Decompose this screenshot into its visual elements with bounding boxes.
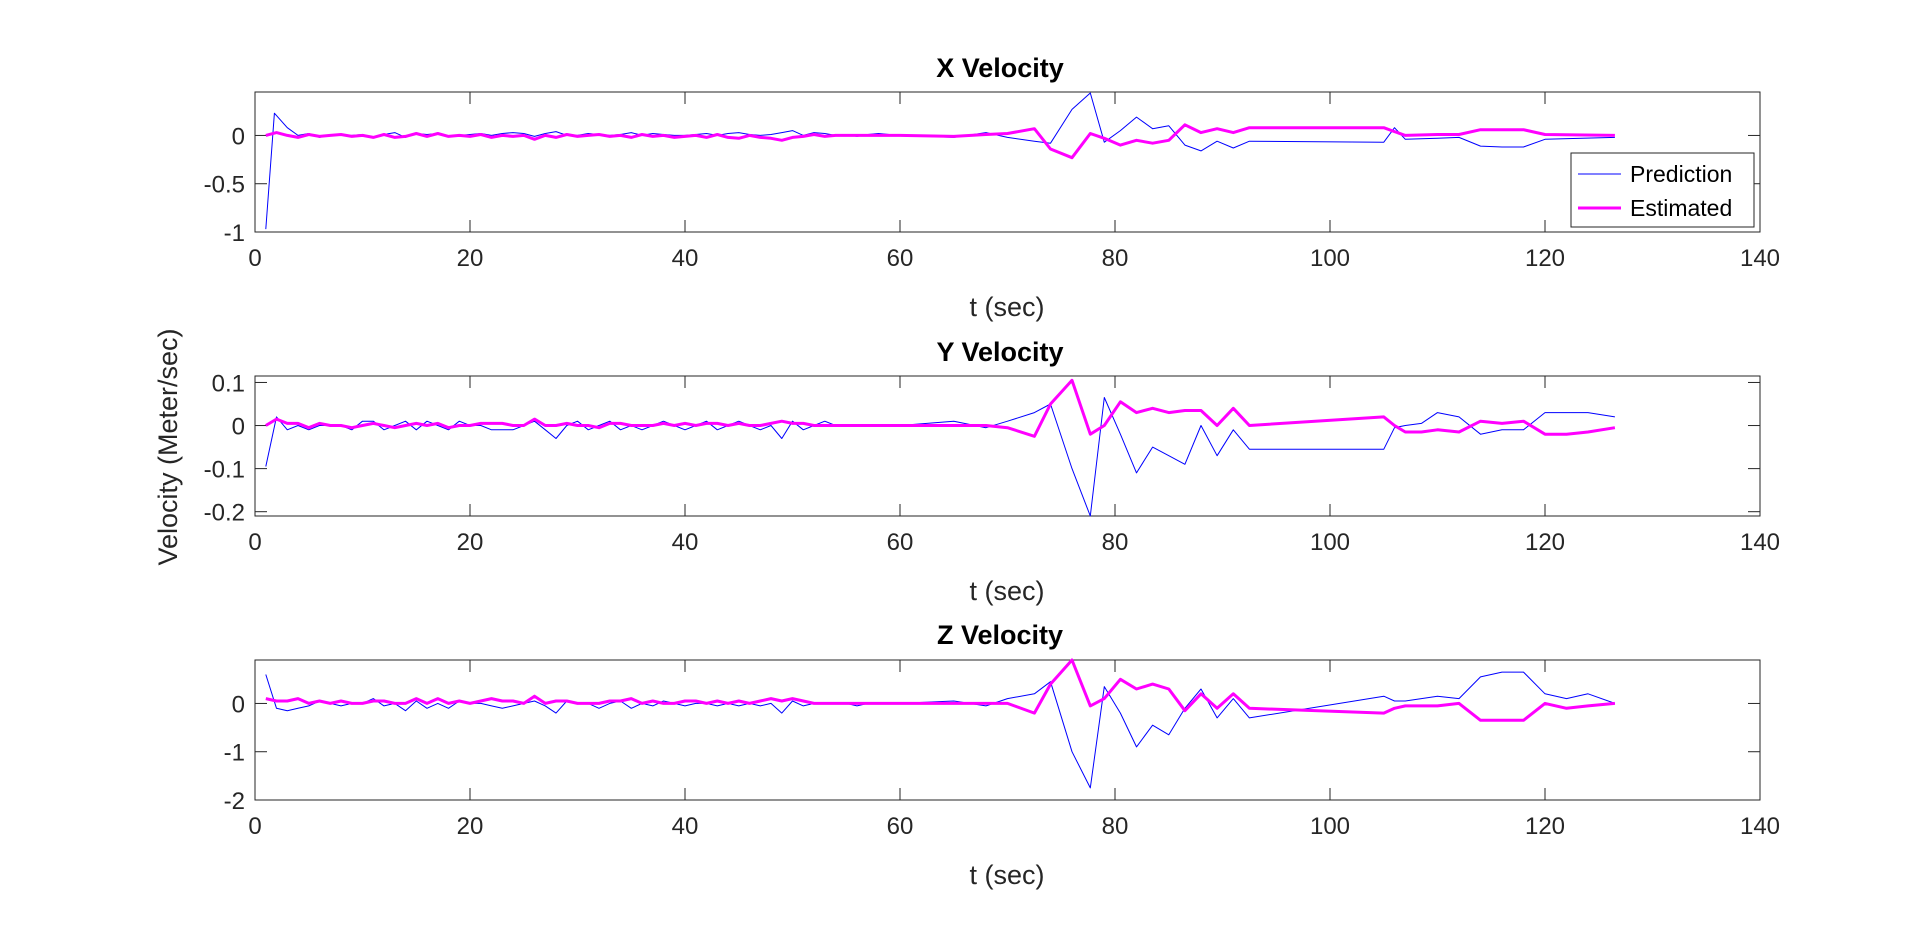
x-tick-label-z-velocity: 0 [248, 813, 261, 840]
x-tick-label-x-velocity: 80 [1102, 245, 1129, 272]
axes-box-z-velocity [254, 659, 1761, 801]
x-tick-label-x-velocity: 120 [1525, 245, 1565, 272]
y-tick-label-y-velocity: 0.1 [212, 370, 245, 397]
x-tick-label-x-velocity: 100 [1310, 245, 1350, 272]
x-tick-label-y-velocity: 100 [1310, 529, 1350, 556]
axes-box-y-velocity [254, 375, 1761, 517]
x-tick-label-x-velocity: 60 [887, 245, 914, 272]
subplot-title-x-velocity: X Velocity [936, 53, 1064, 83]
subplot-z-velocity: Z Velocity 0 20 40 60 80 100 120 140 -2 -1 0 t (se… [224, 620, 1780, 890]
series-line-estimated-y-velocity [265, 378, 1616, 438]
y-tick-label-x-velocity: 0 [232, 123, 245, 150]
x-tick-label-z-velocity: 60 [887, 813, 914, 840]
x-tick-label-z-velocity: 120 [1525, 813, 1565, 840]
axes-box-x-velocity [254, 91, 1761, 233]
x-tick-label-x-velocity: 140 [1740, 245, 1780, 272]
legend-label-prediction: Prediction [1630, 161, 1732, 187]
y-tick-label-y-velocity: 0 [232, 414, 245, 441]
axis-ticks-y-velocity: 0 20 40 60 80 100 120 140 -0.2 -0.1 0 0.1 [204, 370, 1780, 556]
legend-label-estimated: Estimated [1630, 195, 1732, 221]
x-tick-label-y-velocity: 40 [672, 529, 699, 556]
series-line-estimated-z-velocity [265, 658, 1616, 722]
x-tick-label-x-velocity: 0 [248, 245, 261, 272]
xlabel-x-velocity: t (sec) [969, 292, 1044, 322]
y-tick-label-x-velocity: -0.5 [204, 172, 245, 199]
x-tick-label-z-velocity: 80 [1102, 813, 1129, 840]
xlabel-y-velocity: t (sec) [969, 576, 1044, 606]
subplot-title-y-velocity: Y Velocity [936, 337, 1063, 367]
x-tick-label-z-velocity: 100 [1310, 813, 1350, 840]
y-tick-label-x-velocity: -1 [224, 220, 245, 247]
legend-box [1570, 152, 1755, 228]
axis-ticks-x-velocity: 0 20 40 60 80 100 120 140 -1 -0.5 0 [204, 92, 1780, 272]
x-tick-label-y-velocity: 120 [1525, 529, 1565, 556]
plot-lines-y-velocity [265, 378, 1616, 517]
x-tick-label-y-velocity: 80 [1102, 529, 1129, 556]
x-tick-label-x-velocity: 40 [672, 245, 699, 272]
shared-ylabel: Velocity (Meter/sec) [153, 328, 183, 565]
subplot-title-z-velocity: Z Velocity [937, 620, 1063, 650]
y-tick-label-z-velocity: -1 [224, 740, 245, 767]
y-tick-label-y-velocity: -0.2 [204, 500, 245, 527]
x-tick-label-y-velocity: 20 [457, 529, 484, 556]
x-tick-label-z-velocity: 140 [1740, 813, 1780, 840]
plot-lines-x-velocity [265, 92, 1615, 230]
subplot-y-velocity: Y Velocity 0 20 40 60 80 100 120 140 -0.2 -0.1 0 0.… [204, 337, 1780, 606]
y-tick-label-z-velocity: 0 [232, 691, 245, 718]
xlabel-z-velocity: t (sec) [969, 860, 1044, 890]
y-tick-label-y-velocity: -0.1 [204, 457, 245, 484]
x-tick-label-z-velocity: 40 [672, 813, 699, 840]
legend: Prediction Estimated [1570, 152, 1755, 228]
x-tick-label-y-velocity: 140 [1740, 529, 1780, 556]
series-line-estimated-x-velocity [265, 123, 1615, 160]
axis-ticks-z-velocity: 0 20 40 60 80 100 120 140 -2 -1 0 [224, 660, 1780, 840]
subplot-x-velocity: X Velocity 0 20 40 60 80 100 120 140 -1 -0.5 0 t (… [204, 53, 1780, 322]
series-line-prediction-z-velocity [265, 671, 1616, 789]
x-tick-label-y-velocity: 60 [887, 529, 914, 556]
plot-lines-z-velocity [265, 658, 1616, 789]
x-tick-label-x-velocity: 20 [457, 245, 484, 272]
x-tick-label-y-velocity: 0 [248, 529, 261, 556]
x-tick-label-z-velocity: 20 [457, 813, 484, 840]
y-tick-label-z-velocity: -2 [224, 788, 245, 815]
